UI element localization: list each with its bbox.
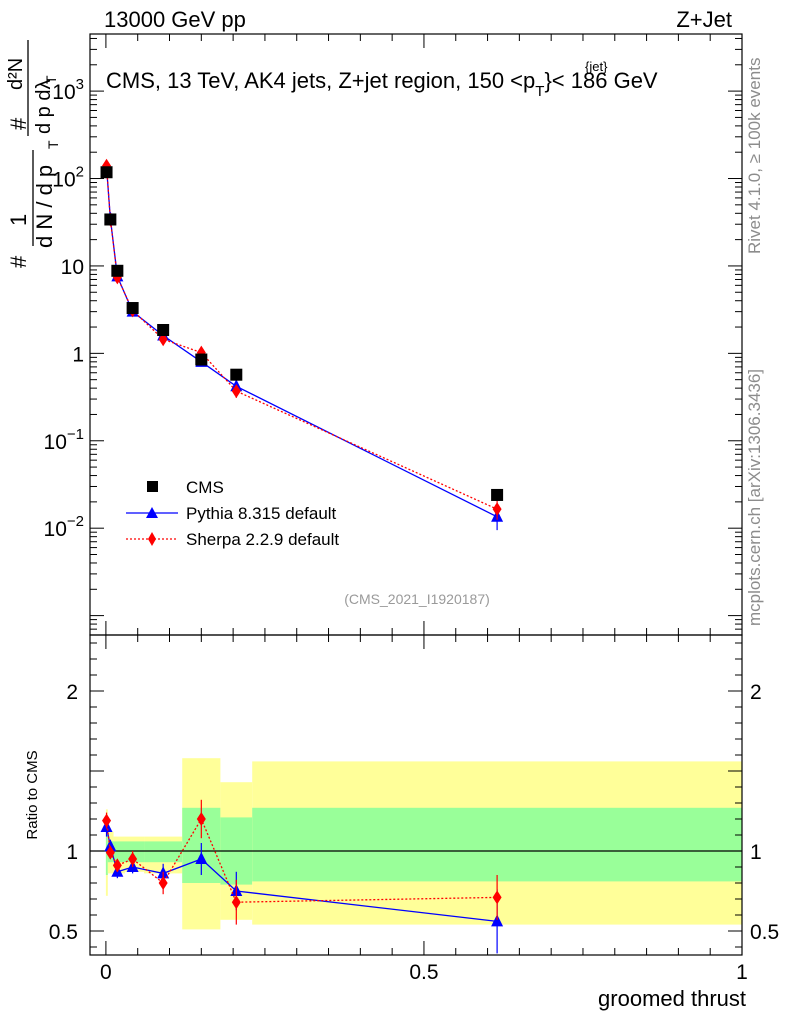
y-axis-label: # 1 d N / d p T # d²N d p dλ T bbox=[5, 40, 61, 268]
legend-cms-marker bbox=[147, 481, 158, 492]
cms-point bbox=[491, 488, 504, 501]
cms-point bbox=[111, 264, 124, 277]
ratio-y-tick-label-right: 0.5 bbox=[750, 921, 779, 944]
x-tick-label: 0 bbox=[100, 961, 112, 984]
pythia-ratio-point bbox=[104, 839, 117, 852]
sherpa-ratio-point bbox=[102, 813, 112, 828]
sherpa-ratio-point bbox=[128, 852, 138, 866]
ratio-frame bbox=[89, 634, 743, 956]
y-tick-label: 10−2 bbox=[44, 513, 84, 541]
ratio-band-inner bbox=[113, 841, 125, 863]
y-tick-label: 1 bbox=[72, 343, 84, 366]
mcplots-label: mcplots.cern.ch [arXiv:1306.3436] bbox=[745, 369, 764, 626]
cms-point bbox=[230, 368, 243, 381]
main-y-tick-labels: 10−2 10−1 1 10 102 103 bbox=[44, 76, 84, 541]
sherpa-point bbox=[231, 384, 241, 399]
sherpa-ratio-point bbox=[231, 895, 241, 910]
y-tick-label: 10−1 bbox=[44, 426, 84, 454]
y-label-frac1-sub: T bbox=[45, 140, 61, 149]
pythia-ratio-point bbox=[195, 852, 208, 864]
legend-sherpa-label: Sherpa 2.2.9 default bbox=[186, 530, 339, 549]
main-panel: 10−2 10−1 1 10 102 103 CMS, 13 TeV, AK4 jets,… bbox=[5, 33, 743, 636]
pythia-ratio-point bbox=[491, 914, 504, 927]
ratio-panel: 0.5 0.51 12 20 0.5 1 Ratio to CMS groomed thr… bbox=[24, 634, 779, 1011]
ratio-y-tick-label-right: 2 bbox=[750, 681, 762, 704]
y-tick-label: 10 bbox=[61, 256, 84, 279]
process-label: Z+Jet bbox=[676, 7, 732, 32]
y-tick-label: 102 bbox=[52, 164, 84, 192]
legend-pythia-label: Pythia 8.315 default bbox=[186, 504, 337, 523]
x-tick-label: 1 bbox=[736, 961, 748, 984]
ratio-series bbox=[100, 799, 504, 954]
y-label-den-sub: T bbox=[43, 75, 59, 84]
sherpa-line bbox=[105, 165, 498, 510]
cms-point bbox=[104, 213, 117, 226]
ratio-band-inner bbox=[144, 841, 183, 863]
energy-label: 13000 GeV pp bbox=[104, 7, 246, 32]
cms-point bbox=[100, 166, 113, 179]
cms-point bbox=[195, 353, 208, 366]
sherpa-ratio-point bbox=[196, 812, 206, 826]
legend-cms-label: CMS bbox=[186, 478, 224, 497]
ratio-tick-labels: 0.5 0.51 12 20 0.5 1 bbox=[49, 681, 779, 984]
legend: CMS Pythia 8.315 default Sherpa 2.2.9 de… bbox=[126, 478, 339, 549]
ratio-y-tick-label-left: 0.5 bbox=[49, 921, 78, 944]
ratio-y-tick-label-left: 2 bbox=[66, 681, 78, 704]
sherpa-ratio-point bbox=[158, 876, 168, 890]
y-label-frac1-den: d N / d p bbox=[32, 165, 57, 248]
sherpa-ratio-point bbox=[105, 845, 115, 860]
pythia-line bbox=[105, 167, 498, 518]
cms-point bbox=[157, 323, 170, 336]
main-ticks bbox=[90, 34, 743, 636]
title-subscript: T bbox=[535, 83, 544, 100]
main-series bbox=[100, 158, 504, 531]
cms-point bbox=[126, 302, 139, 315]
sherpa-ratio-point bbox=[112, 858, 122, 873]
analysis-reference: (CMS_2021_I1920187) bbox=[344, 591, 490, 607]
y-label-frac1-num: 1 bbox=[6, 214, 31, 226]
ratio-y-tick-label-left: 1 bbox=[66, 841, 78, 864]
legend-pythia-marker bbox=[146, 507, 158, 518]
x-axis-label: groomed thrust bbox=[598, 986, 746, 1011]
y-label-den: d p dλ bbox=[33, 80, 55, 134]
rivet-label: Rivet 4.1.0, ≥ 100k events bbox=[745, 58, 764, 254]
chart-title: CMS, 13 TeV, AK4 jets, Z+jet region, 150… bbox=[106, 68, 658, 100]
sherpa-point bbox=[492, 502, 502, 517]
sherpa-ratio-point bbox=[492, 890, 502, 905]
title-suffix: }< 186 GeV bbox=[544, 68, 657, 93]
y-tick-label: 103 bbox=[52, 76, 84, 104]
ratio-y-tick-label-right: 1 bbox=[750, 841, 762, 864]
y-label-num: d²N bbox=[5, 58, 27, 90]
ratio-y-label: Ratio to CMS bbox=[24, 750, 41, 839]
x-tick-label: 0.5 bbox=[409, 961, 438, 984]
y-label-hash-1: # bbox=[6, 255, 31, 268]
y-label-hash-2: # bbox=[6, 117, 31, 130]
legend-sherpa-marker bbox=[148, 532, 156, 546]
ratio-band-inner bbox=[252, 807, 742, 882]
title-superscript: {jet} bbox=[585, 59, 608, 74]
